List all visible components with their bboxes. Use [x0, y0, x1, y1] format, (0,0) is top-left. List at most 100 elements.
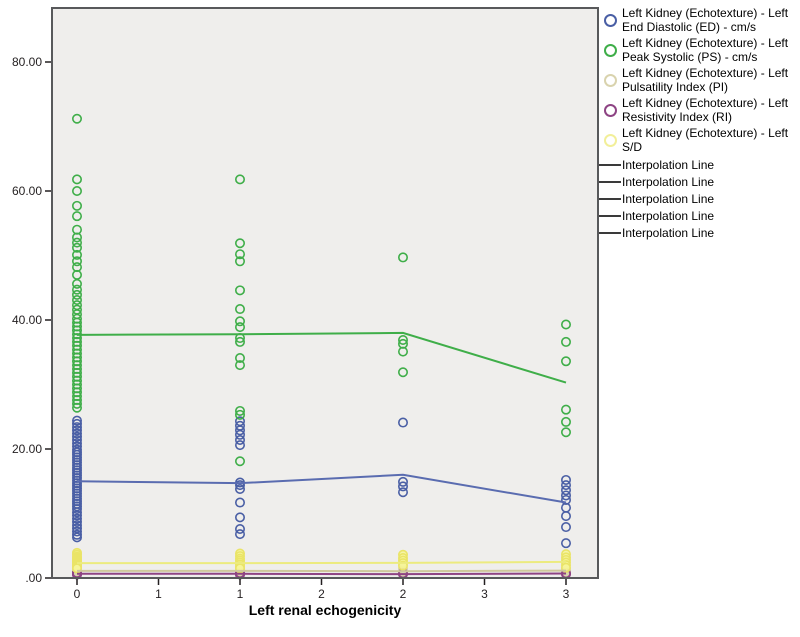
- legend-line-swatch-icon: [599, 180, 621, 183]
- data-point: [72, 513, 83, 524]
- data-point: [72, 200, 83, 211]
- data-point: [560, 427, 571, 438]
- x-axis-tick-label: 1: [237, 587, 244, 601]
- plot-frame: [51, 7, 599, 579]
- data-point: [560, 522, 571, 533]
- legend-swatch-cell: [599, 43, 622, 57]
- legend-line-swatch-icon: [599, 163, 621, 166]
- data-point: [72, 232, 83, 243]
- x-axis-tick-label: 1: [155, 587, 162, 601]
- data-point: [235, 409, 246, 420]
- legend: Left Kidney (Echotexture) - Left End Dia…: [599, 6, 797, 241]
- data-point: [235, 353, 246, 364]
- legend-item: Left Kidney (Echotexture) - Left Pulsati…: [599, 66, 797, 94]
- data-point: [72, 428, 83, 439]
- legend-label: Interpolation Line: [622, 174, 715, 189]
- data-point: [235, 480, 246, 491]
- x-axis-tick-label: 3: [563, 587, 570, 601]
- data-point: [235, 405, 246, 416]
- data-point: [72, 295, 83, 306]
- legend-label: Interpolation Line: [622, 157, 715, 172]
- data-point: [235, 322, 246, 333]
- data-point: [72, 237, 83, 248]
- data-point: [560, 404, 571, 415]
- data-point: [72, 249, 83, 260]
- data-point: [235, 256, 246, 267]
- data-point: [560, 538, 571, 549]
- data-point: [560, 319, 571, 330]
- data-point: [397, 476, 408, 487]
- data-point: [560, 480, 571, 491]
- legend-label: Left Kidney (Echotexture) - Left Pulsati…: [622, 66, 789, 94]
- legend-swatch-cell: [599, 103, 622, 117]
- data-point: [560, 511, 571, 522]
- interpolation-line: [77, 572, 567, 576]
- legend-item: Interpolation Line: [599, 224, 797, 241]
- data-point: [72, 402, 83, 413]
- data-point: [72, 425, 83, 436]
- legend-item: Interpolation Line: [599, 156, 797, 173]
- data-point: [235, 523, 246, 534]
- data-point: [72, 507, 83, 518]
- data-point: [72, 510, 83, 521]
- y-axis-tick-label: 40.00: [12, 313, 42, 327]
- legend-item: Left Kidney (Echotexture) - Left S/D: [599, 126, 797, 154]
- data-point: [235, 249, 246, 260]
- data-point: [72, 503, 83, 514]
- data-point: [72, 415, 83, 426]
- data-point: [235, 285, 246, 296]
- data-point: [235, 360, 246, 371]
- data-point: [72, 278, 83, 289]
- data-point: [72, 174, 83, 185]
- legend-label: Left Kidney (Echotexture) - Left End Dia…: [622, 6, 789, 34]
- data-point: [235, 440, 246, 451]
- data-point: [397, 367, 408, 378]
- data-point: [72, 422, 83, 433]
- legend-item: Left Kidney (Echotexture) - Left Peak Sy…: [599, 36, 797, 64]
- data-point: [397, 334, 408, 345]
- x-axis-tick-label: 0: [74, 587, 81, 601]
- legend-marker-circle-icon: [604, 133, 617, 147]
- y-axis-tick-label: 60.00: [12, 184, 42, 198]
- legend-swatch-cell: [599, 197, 622, 200]
- legend-item: Interpolation Line: [599, 190, 797, 207]
- x-axis-tick-label: 3: [481, 587, 488, 601]
- data-point: [397, 481, 408, 492]
- interpolation-line: [77, 569, 567, 573]
- x-axis-tick-label: 2: [400, 587, 407, 601]
- legend-swatch-cell: [599, 214, 622, 217]
- legend-item: Interpolation Line: [599, 173, 797, 190]
- legend-swatch-cell: [599, 231, 622, 234]
- data-point: [72, 289, 83, 300]
- data-point: [72, 284, 83, 295]
- data-point: [235, 434, 246, 445]
- legend-item: Interpolation Line: [599, 207, 797, 224]
- legend-marker-circle-icon: [604, 73, 617, 87]
- data-point: [72, 113, 83, 124]
- data-point: [72, 418, 83, 429]
- data-point: [397, 252, 408, 263]
- legend-label: Left Kidney (Echotexture) - Left Resisti…: [622, 96, 789, 124]
- legend-label: Interpolation Line: [622, 208, 715, 223]
- data-point: [235, 238, 246, 249]
- data-point: [72, 242, 83, 253]
- legend-label: Interpolation Line: [622, 191, 715, 206]
- legend-line-swatch-icon: [599, 231, 621, 234]
- legend-label: Left Kidney (Echotexture) - Left S/D: [622, 126, 789, 154]
- y-axis-tick-label: .00: [25, 571, 42, 585]
- data-point: [72, 434, 83, 445]
- data-point: [560, 356, 571, 367]
- data-point: [560, 474, 571, 485]
- legend-swatch-cell: [599, 163, 622, 166]
- data-point: [560, 485, 571, 496]
- legend-marker-circle-icon: [604, 103, 617, 117]
- data-point: [397, 346, 408, 357]
- data-point: [72, 526, 83, 537]
- data-point: [72, 532, 83, 543]
- legend-marker-circle-icon: [604, 13, 617, 27]
- interpolation-line: [76, 473, 567, 504]
- data-point: [72, 256, 83, 267]
- data-point: [560, 490, 571, 501]
